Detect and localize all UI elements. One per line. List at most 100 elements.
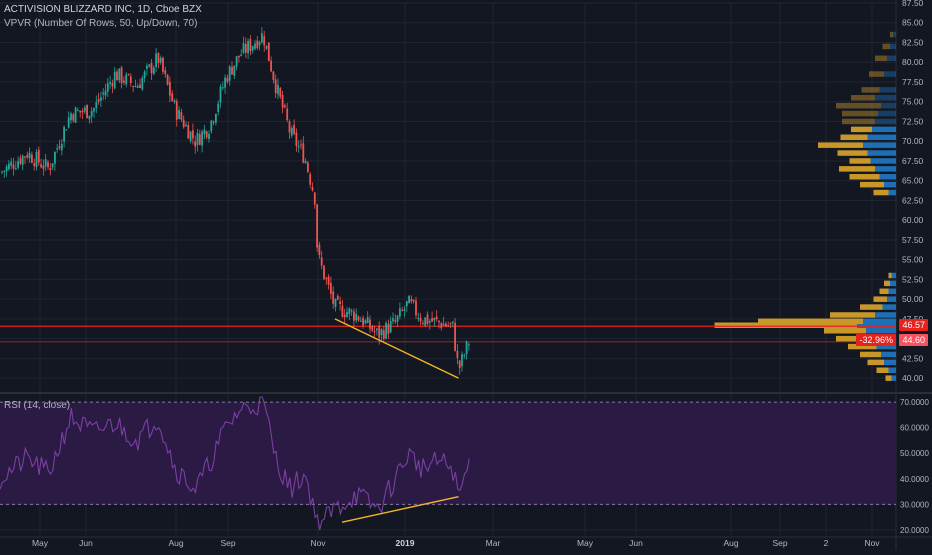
volume-profile-up-bar bbox=[867, 150, 896, 156]
candle-body bbox=[219, 86, 222, 103]
time-axis-tick-label: 2019 bbox=[396, 538, 415, 548]
candle-body bbox=[290, 127, 293, 136]
rsi-label[interactable]: RSI (14, close) bbox=[4, 400, 71, 411]
volume-profile-up-bar bbox=[888, 189, 896, 196]
price-axis-tick-label: 57.50 bbox=[902, 235, 924, 245]
candle-body bbox=[95, 102, 98, 109]
candle-body bbox=[81, 110, 84, 113]
price-axis-tick-label: 70.00 bbox=[902, 136, 924, 146]
candle-body bbox=[56, 148, 59, 150]
candle-body bbox=[63, 127, 65, 142]
candle-body bbox=[258, 42, 261, 46]
candle-body bbox=[77, 110, 79, 112]
volume-profile-down-bar bbox=[861, 87, 880, 93]
candle-body bbox=[189, 131, 192, 142]
candle-body bbox=[196, 132, 199, 145]
volume-profile-down-bar bbox=[714, 322, 857, 328]
volume-profile-up-bar bbox=[888, 367, 896, 374]
price-axis-tick-label: 72.50 bbox=[902, 116, 924, 126]
candle-body bbox=[433, 317, 436, 321]
candle-body bbox=[12, 164, 15, 169]
drawings[interactable] bbox=[334, 318, 459, 523]
volume-profile-up-bar bbox=[887, 296, 896, 302]
volume-profile-up-bar bbox=[867, 134, 896, 141]
candle-body bbox=[274, 79, 277, 94]
candle-body bbox=[332, 291, 335, 304]
volume-profile-up-bar bbox=[870, 158, 896, 164]
candle-body bbox=[19, 158, 22, 164]
candle-body bbox=[376, 328, 378, 331]
rsi-axis-tick-label: 30.0000 bbox=[900, 500, 929, 509]
price-trendline bbox=[334, 318, 459, 379]
candle-body bbox=[313, 192, 316, 205]
candle-body bbox=[83, 107, 86, 112]
candle-body bbox=[366, 317, 369, 324]
rsi-trendline bbox=[341, 495, 459, 523]
candle-body bbox=[109, 82, 111, 84]
candle-body bbox=[330, 283, 332, 294]
candle-body bbox=[247, 41, 249, 54]
price-axis-tick-label: 52.50 bbox=[902, 274, 924, 284]
volume-profile-down-bar bbox=[873, 296, 887, 302]
candle-body bbox=[132, 86, 134, 88]
candle-body bbox=[8, 163, 10, 170]
price-axis-tick-label: 47.50 bbox=[902, 314, 924, 324]
candle-body bbox=[323, 265, 325, 280]
candle-body bbox=[334, 298, 337, 307]
candle-body bbox=[286, 108, 289, 120]
vpvr-indicator-label[interactable]: VPVR (Number Of Rows, 50, Up/Down, 70) bbox=[4, 18, 198, 29]
volume-profile-down-bar bbox=[851, 95, 875, 101]
candle-body bbox=[123, 80, 125, 83]
volume-profile-down-bar bbox=[837, 150, 868, 156]
volume-profile-down-bar bbox=[860, 181, 884, 188]
volume-profile-down-bar bbox=[824, 328, 866, 334]
candle-body bbox=[369, 319, 371, 329]
candle-body bbox=[318, 244, 321, 256]
volume-profile-down-bar bbox=[836, 335, 872, 342]
change-pct-tag: -32.96% bbox=[856, 334, 896, 346]
candle-body bbox=[316, 204, 318, 248]
candle-body bbox=[111, 82, 114, 87]
candle-body bbox=[150, 63, 153, 74]
candle-body bbox=[442, 323, 445, 326]
candle-body bbox=[355, 313, 358, 321]
candle-body bbox=[224, 77, 226, 88]
volume-profile-up-bar bbox=[881, 351, 896, 358]
candle-body bbox=[65, 129, 68, 131]
candle-body bbox=[100, 97, 102, 101]
candle-body bbox=[3, 170, 6, 172]
volume-profile-down-bar bbox=[867, 359, 884, 366]
candle-body bbox=[31, 154, 33, 163]
candle-body bbox=[228, 66, 231, 81]
candle-body bbox=[192, 130, 194, 139]
candle-body bbox=[302, 143, 305, 163]
rsi-axis-tick-label: 20.0000 bbox=[900, 526, 929, 535]
candle-body bbox=[233, 65, 236, 76]
candle-body bbox=[171, 93, 174, 102]
price-axis-tick-label: 60.00 bbox=[902, 215, 924, 225]
candle-body bbox=[185, 124, 187, 127]
volume-profile-up-bar bbox=[893, 31, 896, 38]
candle-body bbox=[21, 155, 24, 165]
candle-body bbox=[5, 166, 8, 172]
volume-profile-down-bar bbox=[830, 312, 875, 318]
candle-body bbox=[155, 53, 157, 67]
candle-body bbox=[256, 40, 259, 49]
candle-body bbox=[79, 110, 82, 113]
candle-body bbox=[389, 321, 392, 333]
volume-profile-up-bar bbox=[878, 110, 896, 117]
time-axis-tick-label: Sep bbox=[220, 538, 235, 548]
price-axis-tick-label: 75.00 bbox=[902, 97, 924, 107]
candle-body bbox=[364, 320, 367, 324]
rsi-axis-tick-label: 50.0000 bbox=[900, 449, 929, 458]
candle-body bbox=[42, 165, 45, 169]
candle-body bbox=[341, 305, 344, 317]
candle-body bbox=[438, 320, 440, 323]
price-axis-tick-label: 85.00 bbox=[902, 18, 924, 28]
volume-profile-up-bar bbox=[866, 328, 896, 334]
candle-body bbox=[212, 121, 215, 123]
volume-profile-down-bar bbox=[842, 110, 878, 117]
candle-body bbox=[164, 70, 167, 75]
